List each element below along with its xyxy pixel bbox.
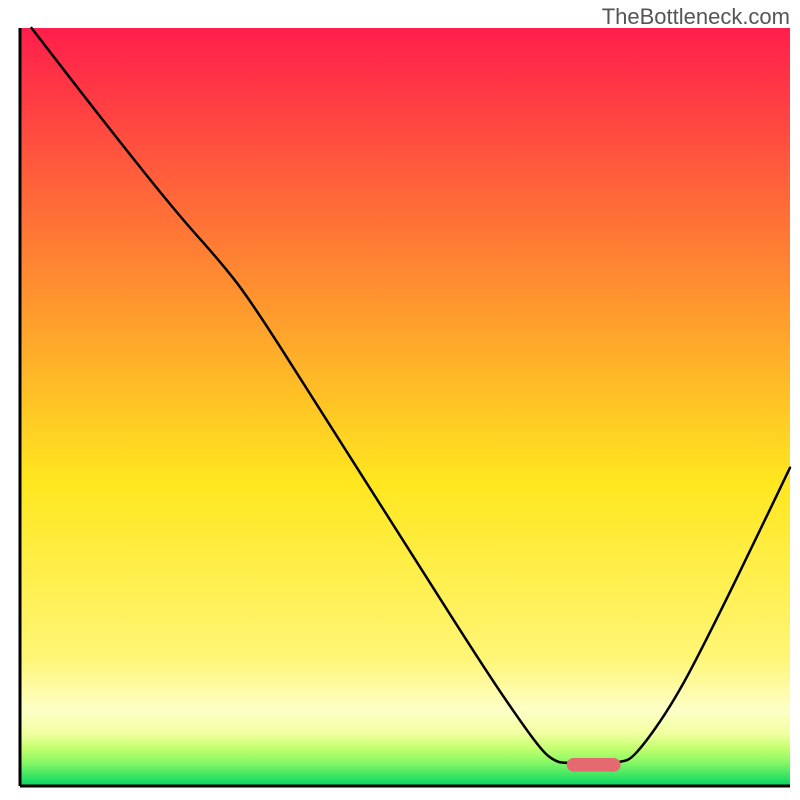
bottleneck-chart: TheBottleneck.com <box>0 0 800 800</box>
watermark-text: TheBottleneck.com <box>602 4 790 29</box>
optimal-marker <box>567 758 621 772</box>
heatmap-background <box>20 28 790 786</box>
chart-container: TheBottleneck.com <box>0 0 800 800</box>
